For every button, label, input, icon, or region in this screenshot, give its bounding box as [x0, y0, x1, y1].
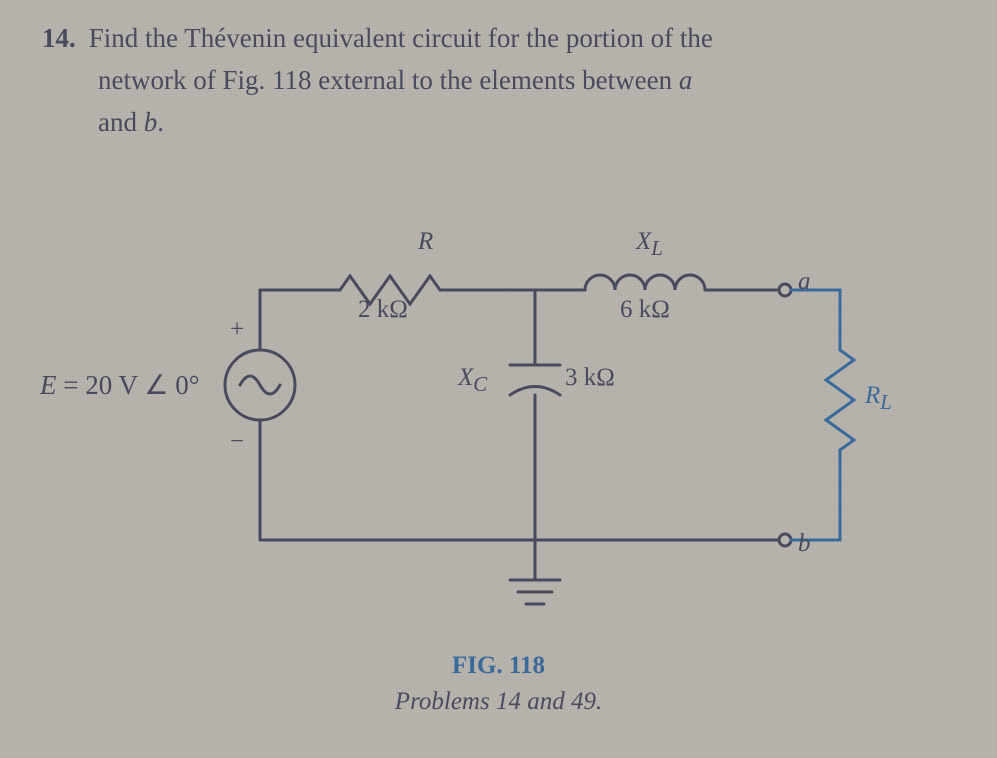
xl-sub: L: [651, 236, 663, 260]
E-val: 20 V ∠ 0°: [85, 370, 199, 400]
label-RL: RL: [865, 382, 892, 415]
problem-line3: and: [98, 107, 137, 137]
label-Xc-value: 3 kΩ: [565, 364, 615, 392]
label-plus: +: [230, 316, 244, 344]
inductor-icon: [585, 275, 705, 290]
label-XL-value: 6 kΩ: [620, 296, 670, 324]
terminal-b-icon: [779, 534, 791, 546]
var-a: a: [679, 65, 693, 95]
problem-statement: 14. Find the Thévenin equivalent circuit…: [42, 18, 955, 144]
var-b: b: [144, 107, 158, 137]
xl-sym: X: [636, 228, 651, 255]
rl-sub: L: [880, 390, 892, 414]
sine-icon: [240, 376, 280, 394]
load-branch: [791, 290, 854, 540]
label-Xc-name: XC: [458, 364, 487, 397]
terminal-a-icon: [779, 284, 791, 296]
figure-number: FIG. 118: [0, 652, 997, 680]
problem-line1: Find the Thévenin equivalent circuit for…: [89, 23, 713, 53]
figure-subtitle: Problems 14 and 49.: [0, 688, 997, 716]
period: .: [157, 107, 164, 137]
label-XL-name: XL: [636, 228, 663, 261]
page: 14. Find the Thévenin equivalent circuit…: [0, 0, 997, 144]
problem-line2: network of Fig. 118 external to the elem…: [98, 65, 672, 95]
load-resistor-icon: [826, 350, 854, 450]
circuit-svg: [140, 210, 900, 650]
label-R-name: R: [418, 228, 433, 256]
wire: [791, 450, 840, 540]
xc-sub: C: [473, 372, 487, 396]
rl-sym: R: [865, 382, 880, 409]
label-source: E = 20 V ∠ 0°: [40, 370, 200, 401]
label-terminal-a: a: [798, 268, 811, 296]
label-minus: −: [230, 428, 244, 456]
problem-number: 14.: [42, 18, 82, 60]
label-terminal-b: b: [798, 530, 811, 558]
label-R-value: 2 kΩ: [358, 296, 408, 324]
E-sym: E: [40, 370, 57, 400]
wire: [791, 290, 840, 350]
circuit-diagram: R 2 kΩ XL 6 kΩ XC 3 kΩ RL a b + − E = 20…: [140, 210, 900, 650]
xc-sym: X: [458, 364, 473, 391]
